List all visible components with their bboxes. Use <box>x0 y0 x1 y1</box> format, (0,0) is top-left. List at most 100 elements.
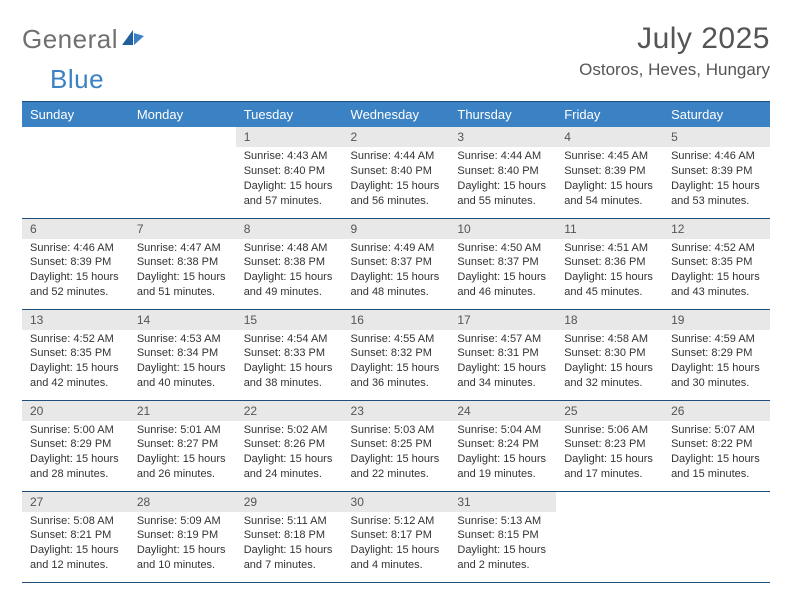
daylight-line: Daylight: 15 hours and 51 minutes. <box>137 271 226 298</box>
daylight-line: Daylight: 15 hours and 57 minutes. <box>244 180 333 207</box>
sunset-line: Sunset: 8:18 PM <box>244 529 325 541</box>
calendar-week: 6Sunrise: 4:46 AMSunset: 8:39 PMDaylight… <box>22 218 770 309</box>
sunrise-line: Sunrise: 5:06 AM <box>564 424 648 436</box>
day-body: Sunrise: 4:49 AMSunset: 8:37 PMDaylight:… <box>343 239 450 309</box>
sunrise-line: Sunrise: 4:59 AM <box>671 333 755 345</box>
month-title: July 2025 <box>579 22 770 56</box>
day-number: 16 <box>343 310 450 330</box>
calendar-cell: 23Sunrise: 5:03 AMSunset: 8:25 PMDayligh… <box>343 400 450 491</box>
sunrise-line: Sunrise: 4:51 AM <box>564 242 648 254</box>
day-number: 20 <box>22 401 129 421</box>
calendar-cell: 29Sunrise: 5:11 AMSunset: 8:18 PMDayligh… <box>236 491 343 582</box>
sunrise-line: Sunrise: 5:04 AM <box>457 424 541 436</box>
daylight-line: Daylight: 15 hours and 46 minutes. <box>457 271 546 298</box>
day-number: 10 <box>449 219 556 239</box>
day-number: 15 <box>236 310 343 330</box>
day-number: 22 <box>236 401 343 421</box>
day-number: 29 <box>236 492 343 512</box>
daylight-line: Daylight: 15 hours and 15 minutes. <box>671 453 760 480</box>
brand-name-b: Blue <box>50 64 104 95</box>
day-number: 5 <box>663 127 770 147</box>
sunset-line: Sunset: 8:39 PM <box>564 165 645 177</box>
dayname: Tuesday <box>236 102 343 127</box>
sunset-line: Sunset: 8:17 PM <box>351 529 432 541</box>
daylight-line: Daylight: 15 hours and 34 minutes. <box>457 362 546 389</box>
calendar-cell: 30Sunrise: 5:12 AMSunset: 8:17 PMDayligh… <box>343 491 450 582</box>
day-body: Sunrise: 5:06 AMSunset: 8:23 PMDaylight:… <box>556 421 663 491</box>
sunrise-line: Sunrise: 4:52 AM <box>30 333 114 345</box>
sunset-line: Sunset: 8:40 PM <box>244 165 325 177</box>
calendar-cell: 22Sunrise: 5:02 AMSunset: 8:26 PMDayligh… <box>236 400 343 491</box>
sunrise-line: Sunrise: 4:54 AM <box>244 333 328 345</box>
day-body: Sunrise: 4:47 AMSunset: 8:38 PMDaylight:… <box>129 239 236 309</box>
daylight-line: Daylight: 15 hours and 28 minutes. <box>30 453 119 480</box>
day-number: 6 <box>22 219 129 239</box>
calendar-week: 20Sunrise: 5:00 AMSunset: 8:29 PMDayligh… <box>22 400 770 491</box>
brand-sail-icon <box>122 27 144 52</box>
day-body: Sunrise: 4:48 AMSunset: 8:38 PMDaylight:… <box>236 239 343 309</box>
sunset-line: Sunset: 8:40 PM <box>457 165 538 177</box>
sunrise-line: Sunrise: 4:47 AM <box>137 242 221 254</box>
day-body: Sunrise: 4:44 AM Sunset: 8:40 PM Daylight:… <box>449 147 556 218</box>
calendar-cell: 18Sunrise: 4:58 AMSunset: 8:30 PMDayligh… <box>556 309 663 400</box>
sunset-line: Sunset: 8:36 PM <box>564 256 645 268</box>
day-body: Sunrise: 4:43 AMSunset: 8:40 PMDaylight:… <box>236 147 343 218</box>
day-body: Sunrise: 4:52 AMSunset: 8:35 PMDaylight:… <box>22 330 129 400</box>
calendar-cell: 2Sunrise: 4:44 AMSunset: 8:40 PMDaylight… <box>343 127 450 218</box>
sunset-line: Sunset: 8:26 PM <box>244 438 325 450</box>
sunrise-line: Sunrise: 5:08 AM <box>30 515 114 527</box>
sunrise-line: Sunrise: 5:11 AM <box>244 515 327 527</box>
dayname: Friday <box>556 102 663 127</box>
daylight-line: Daylight: 15 hours and 54 minutes. <box>564 180 653 207</box>
daylight-line: Daylight: 15 hours and 4 minutes. <box>351 544 440 571</box>
brand-logo: General <box>22 24 146 55</box>
day-body: Sunrise: 4:45 AMSunset: 8:39 PMDaylight:… <box>556 147 663 218</box>
day-number: 1 <box>236 127 343 147</box>
daylight-line: Daylight: 15 hours and 38 minutes. <box>244 362 333 389</box>
day-number: 14 <box>129 310 236 330</box>
sunset-line: Sunset: 8:22 PM <box>671 438 752 450</box>
sunset-line: Sunset: 8:29 PM <box>671 347 752 359</box>
sunrise-line: Sunrise: 4:44 AM <box>457 150 541 162</box>
sunrise-line: Sunrise: 5:03 AM <box>351 424 435 436</box>
sunset-line: Sunset: 8:19 PM <box>137 529 218 541</box>
daylight-line: Daylight: 15 hours and 43 minutes. <box>671 271 760 298</box>
day-number: 9 <box>343 219 450 239</box>
daylight-line: Daylight: 15 hours and 10 minutes. <box>137 544 226 571</box>
day-number: 21 <box>129 401 236 421</box>
sunrise-line: Sunrise: 4:55 AM <box>351 333 435 345</box>
day-number: 27 <box>22 492 129 512</box>
daylight-line: Daylight: 15 hours and 56 minutes. <box>351 180 440 207</box>
sunset-line: Sunset: 8:15 PM <box>457 529 538 541</box>
sunset-line: Sunset: 8:21 PM <box>30 529 111 541</box>
dayname: Wednesday <box>343 102 450 127</box>
calendar-cell: 9Sunrise: 4:49 AMSunset: 8:37 PMDaylight… <box>343 218 450 309</box>
day-number: 25 <box>556 401 663 421</box>
calendar-cell: 7Sunrise: 4:47 AMSunset: 8:38 PMDaylight… <box>129 218 236 309</box>
day-body: Sunrise: 4:52 AMSunset: 8:35 PMDaylight:… <box>663 239 770 309</box>
sunset-line: Sunset: 8:37 PM <box>457 256 538 268</box>
daylight-line: Daylight: 15 hours and 40 minutes. <box>137 362 226 389</box>
day-number: 8 <box>236 219 343 239</box>
day-body: Sunrise: 5:09 AMSunset: 8:19 PMDaylight:… <box>129 512 236 582</box>
day-body: Sunrise: 5:12 AM Sunset: 8:17 PM Daylight:… <box>343 512 450 582</box>
sunset-line: Sunset: 8:31 PM <box>457 347 538 359</box>
calendar-week: 27 Sunrise: 5:08 AM Sunset: 8:21 PM Dayligh… <box>22 491 770 582</box>
daylight-line: Daylight: 15 hours and 22 minutes. <box>351 453 440 480</box>
sunrise-line: Sunrise: 5:12 AM <box>351 515 435 527</box>
calendar-week: 13Sunrise: 4:52 AMSunset: 8:35 PMDayligh… <box>22 309 770 400</box>
day-number: 4 <box>556 127 663 147</box>
sunrise-line: Sunrise: 4:49 AM <box>351 242 435 254</box>
daylight-line: Daylight: 15 hours and 55 minutes. <box>457 180 546 207</box>
sunrise-line: Sunrise: 4:44 AM <box>351 150 435 162</box>
sunrise-line: Sunrise: 4:50 AM <box>457 242 541 254</box>
dayname: Sunday <box>22 102 129 127</box>
day-body: Sunrise: 4:44 AMSunset: 8:40 PMDaylight:… <box>343 147 450 218</box>
calendar-cell: 20Sunrise: 5:00 AMSunset: 8:29 PMDayligh… <box>22 400 129 491</box>
sunset-line: Sunset: 8:33 PM <box>244 347 325 359</box>
day-number: 31 <box>449 492 556 512</box>
dayname-row: Sunday Monday Tuesday Wednesday Thursday… <box>22 102 770 127</box>
calendar-cell: 31Sunrise: 5:13 AMSunset: 8:15 PMDayligh… <box>449 491 556 582</box>
calendar-cell: 10 Sunrise: 4:50 AM Sunset: 8:37 PM Dayligh… <box>449 218 556 309</box>
sunset-line: Sunset: 8:38 PM <box>244 256 325 268</box>
